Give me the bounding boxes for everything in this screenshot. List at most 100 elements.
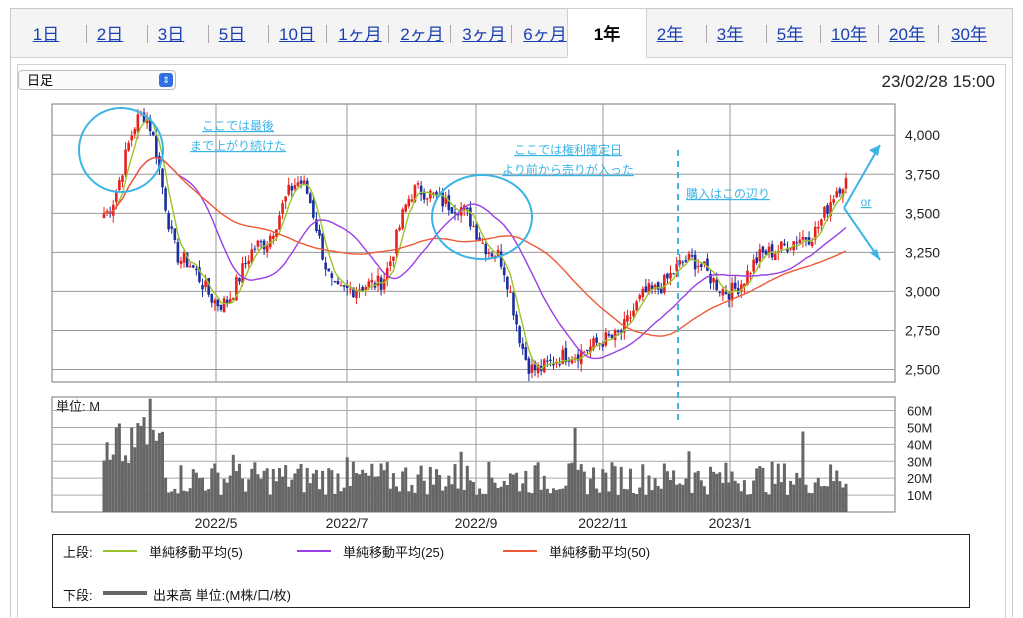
tab-5[interactable]: 10日 (279, 25, 315, 44)
tab-10[interactable]: 1年 (567, 8, 647, 58)
volume-bar (681, 484, 685, 512)
tab-7[interactable]: 2ヶ月 (400, 25, 444, 44)
candle-body (783, 243, 786, 246)
volume-bar (521, 483, 525, 512)
candle-body (241, 263, 244, 283)
tab-15[interactable]: 20年 (889, 25, 925, 44)
candle-body (780, 241, 783, 250)
chart-timestamp: 23/02/28 15:00 (881, 72, 995, 91)
candle-body (124, 149, 127, 175)
volume-bar (786, 495, 790, 512)
tab-separator (388, 25, 389, 43)
candle-body (801, 236, 805, 240)
tab-3[interactable]: 3日 (157, 25, 185, 44)
price-tick-label: 4,000 (905, 127, 940, 143)
candle-body (715, 279, 718, 291)
tab-8[interactable]: 3ヶ月 (462, 25, 506, 44)
volume-bar (536, 462, 540, 512)
candle-body (148, 118, 152, 132)
tab-16[interactable]: 30年 (951, 25, 987, 44)
volume-bar (358, 474, 362, 512)
annotation-circle (78, 107, 164, 193)
candle-body (327, 268, 331, 272)
tab-4[interactable]: 5日 (218, 25, 246, 44)
volume-bar (749, 494, 753, 512)
candle-body (740, 284, 743, 292)
candle-body (259, 241, 263, 243)
candle-body (521, 343, 525, 349)
volume-bar (672, 470, 676, 512)
candle-body (546, 360, 549, 362)
volume-bar (478, 488, 482, 512)
candle-body (592, 338, 595, 349)
volume-bar (659, 488, 663, 512)
price-plot-area (51, 103, 896, 383)
volume-bar (662, 463, 666, 512)
candle-body (268, 235, 272, 248)
candle-body (527, 358, 531, 374)
interval-select[interactable]: 日足 ⇕ (18, 70, 176, 90)
candle-body (330, 273, 334, 278)
candle-body (524, 347, 528, 360)
candle-body (453, 212, 457, 214)
tab-13[interactable]: 5年 (776, 25, 804, 44)
volume-bar (484, 493, 488, 512)
annotation-text: ここでは最後 (202, 119, 274, 133)
volume-bar (438, 475, 442, 512)
legend-lower-label: 下段: (63, 588, 93, 603)
tab-1[interactable]: 1日 (32, 25, 60, 44)
tab-2[interactable]: 2日 (96, 25, 124, 44)
tab-11[interactable]: 2年 (656, 25, 684, 44)
tab-6[interactable]: 1ヶ月 (338, 25, 382, 44)
volume-bar (552, 488, 556, 512)
candle-body (669, 272, 672, 279)
candle-body (185, 252, 189, 268)
candle-body (349, 288, 352, 290)
volume-bar (404, 467, 408, 512)
volume-bar (475, 494, 479, 512)
candle-body (413, 185, 417, 203)
volume-bar (548, 493, 552, 512)
tab-9[interactable]: 6ヶ月 (523, 25, 567, 44)
candle-body (198, 267, 201, 282)
candle-body (816, 226, 820, 229)
candle-body (595, 337, 598, 343)
candle-body (576, 354, 580, 362)
volume-bar (792, 484, 796, 512)
candle-body (225, 299, 229, 304)
candle-body (287, 184, 291, 195)
candle-body (749, 273, 752, 275)
ma5-line (103, 118, 847, 370)
volume-bar (382, 470, 386, 512)
candle-body (663, 274, 666, 293)
candle-body (432, 192, 435, 194)
volume-bar (185, 491, 189, 512)
candle-body (164, 188, 167, 211)
volume-bar (690, 492, 694, 512)
volume-bar (582, 471, 586, 512)
candle-body (207, 277, 210, 295)
volume-bar (348, 485, 352, 512)
volume-bar (114, 427, 118, 512)
volume-bar (160, 431, 164, 512)
volume-tick-label: 30M (907, 454, 932, 469)
candle-body (385, 268, 389, 281)
volume-bar (302, 492, 306, 512)
volume-bar (573, 427, 577, 512)
volume-bar (345, 457, 349, 512)
volume-bar (225, 482, 229, 512)
tab-14[interactable]: 10年 (831, 25, 867, 44)
volume-bar (579, 464, 583, 512)
candle-body (355, 290, 358, 299)
volume-bar (742, 480, 746, 512)
tab-12[interactable]: 3年 (716, 25, 744, 44)
tab-separator (326, 25, 327, 43)
candle-body (601, 343, 605, 347)
volume-bar (801, 431, 805, 512)
volume-bar (810, 493, 814, 512)
candle-body (638, 295, 642, 300)
candle-body (278, 215, 281, 230)
candle-body (675, 263, 678, 271)
volume-bar (419, 465, 423, 512)
volume-bar (709, 466, 713, 512)
